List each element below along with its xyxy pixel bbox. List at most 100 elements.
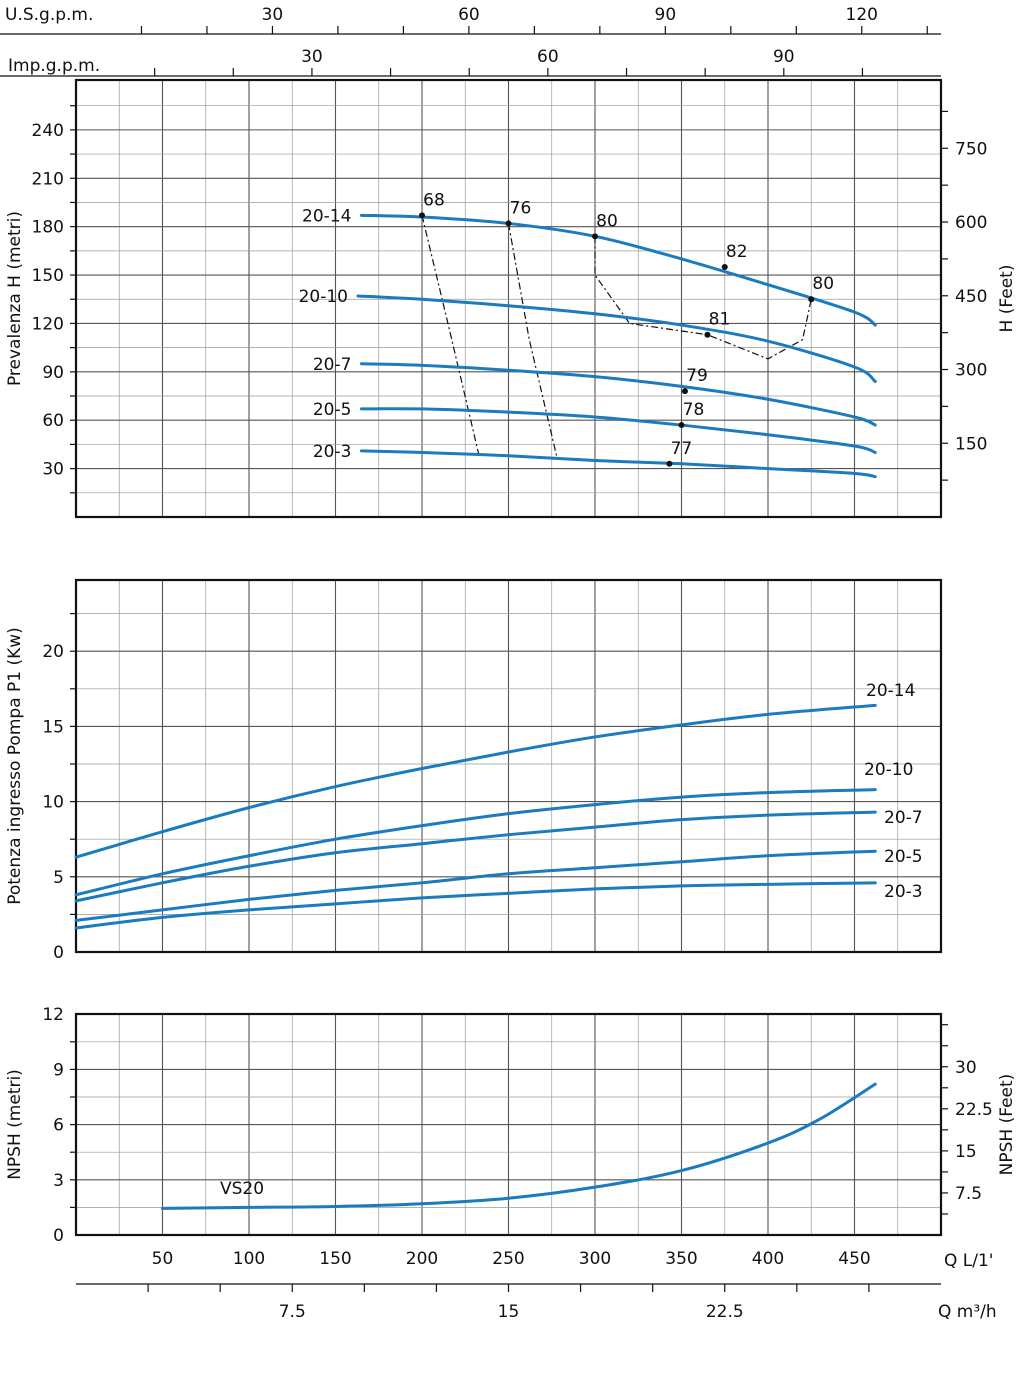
- y2-tick-label: 300: [955, 361, 987, 381]
- x-tick-label: 350: [665, 1249, 697, 1269]
- series-label: 20-7: [884, 808, 923, 828]
- head-curve-20-5: [359, 407, 877, 454]
- y2-tick-label: 15: [955, 1142, 977, 1162]
- efficiency-point: [505, 220, 512, 227]
- y-tick-label: 5: [53, 868, 64, 888]
- y-tick-label: 12: [42, 1005, 64, 1025]
- efficiency-point: [704, 331, 711, 338]
- y2-tick-label: 22.5: [955, 1100, 993, 1120]
- series-label: 20-5: [313, 400, 352, 420]
- usgpm-tick-label: 30: [262, 5, 284, 25]
- grid: [70, 80, 941, 517]
- iso-efficiency-line: [507, 223, 558, 458]
- grid: [70, 580, 941, 952]
- efficiency-point: [592, 233, 598, 240]
- x-tick-label: 250: [492, 1249, 524, 1269]
- y-axis-label: NPSH (metri): [5, 1069, 25, 1180]
- npsh-chart: 0 3 6 9 12 NPSH (metri) 7.5 15 22.5 30 NPSH (Feet)…: [5, 1005, 1017, 1246]
- y-tick-label: 90: [42, 363, 64, 383]
- x-tick-label: 50: [152, 1249, 174, 1269]
- y2-tick-label: 750: [955, 139, 987, 159]
- x2-tick-label: 7.5: [279, 1302, 306, 1322]
- x-tick-label: 400: [752, 1249, 784, 1269]
- x-tick-label: 100: [233, 1249, 265, 1269]
- usgpm-tick-label: 60: [458, 5, 480, 25]
- y-tick-label: 210: [32, 169, 64, 189]
- usgpm-axis-label: U.S.g.p.m.: [5, 5, 93, 25]
- iso-efficiency-line: [421, 215, 480, 456]
- y2-axis-label: NPSH (Feet): [997, 1074, 1017, 1176]
- y2-tick-label: 450: [955, 287, 987, 307]
- series-label: 20-14: [866, 681, 915, 701]
- series-label: 20-10: [299, 287, 348, 307]
- power-curve-20-5: [74, 849, 877, 922]
- x-tick-label: 300: [579, 1249, 611, 1269]
- y-tick-label: 180: [32, 218, 64, 238]
- y-axis-label: Potenza ingresso Pompa P1 (Kw): [5, 627, 25, 905]
- y-tick-label: 10: [42, 793, 64, 813]
- plot-frame: [74, 1012, 943, 1237]
- iso-efficiency-line: [594, 236, 812, 360]
- series-label: 20-10: [864, 760, 913, 780]
- power-curve-20-10: [74, 788, 877, 897]
- y-tick-label: 60: [42, 411, 64, 431]
- efficiency-label: 80: [596, 211, 618, 231]
- impgpm-tick-label: 60: [537, 47, 559, 67]
- x-tick-label: 200: [406, 1249, 438, 1269]
- power-curve-20-3: [74, 881, 877, 930]
- impgpm-axis-label: Imp.g.p.m.: [8, 56, 100, 76]
- head-curve-20-7: [359, 362, 877, 427]
- power-curve-20-14: [74, 703, 877, 859]
- x2-tick-label: 22.5: [706, 1302, 744, 1322]
- x2-axis-label: Q m³/h: [938, 1302, 997, 1322]
- y2-tick-label: 30: [955, 1058, 977, 1078]
- efficiency-point: [678, 422, 685, 429]
- x-axis-label: Q L/1': [944, 1251, 993, 1271]
- head-curve-20-14: [359, 213, 877, 327]
- y-tick-label: 150: [32, 266, 64, 286]
- y-tick-label: 0: [53, 1226, 64, 1246]
- head-chart: 30 60 90 120 150 180 210 240 Prevalenza H (metri…: [5, 78, 1017, 519]
- y-tick-label: 3: [53, 1171, 64, 1191]
- efficiency-label: 80: [812, 274, 834, 294]
- y2-tick-label: 600: [955, 213, 987, 233]
- efficiency-label: 79: [686, 366, 708, 386]
- x-tick-label: 150: [319, 1249, 351, 1269]
- head-curve-20-3: [359, 449, 877, 479]
- y-axis-label: Prevalenza H (metri): [5, 211, 25, 386]
- y-tick-label: 9: [53, 1060, 64, 1080]
- y-tick-label: 15: [42, 717, 64, 737]
- series-label: 20-14: [302, 206, 351, 226]
- plot-frame: [74, 578, 943, 954]
- usgpm-tick-label: 90: [655, 5, 677, 25]
- efficiency-label: 77: [671, 439, 693, 459]
- efficiency-point: [721, 263, 728, 270]
- efficiency-point: [681, 388, 688, 395]
- y-tick-label: 0: [53, 943, 64, 963]
- y-tick-label: 6: [53, 1116, 64, 1136]
- y2-tick-label: 150: [955, 434, 987, 454]
- series-label: 20-7: [313, 355, 352, 375]
- x-tick-label: 450: [838, 1249, 870, 1269]
- plot-frame: [74, 78, 943, 519]
- y-tick-label: 30: [42, 460, 64, 480]
- efficiency-point: [419, 212, 425, 219]
- usgpm-tick-label: 120: [846, 5, 878, 25]
- y-tick-label: 240: [32, 121, 64, 141]
- series-label: 20-3: [313, 442, 352, 462]
- efficiency-point: [666, 460, 673, 467]
- impgpm-tick-label: 30: [301, 47, 323, 67]
- power-curve-20-7: [74, 810, 877, 903]
- efficiency-label: 76: [510, 198, 532, 218]
- y-tick-label: 20: [42, 642, 64, 662]
- efficiency-label: 68: [423, 190, 445, 210]
- efficiency-label: 78: [683, 400, 705, 420]
- efficiency-point: [808, 296, 815, 303]
- top-axes: U.S.g.p.m. Imp.g.p.m. 30 60 90 120 30 60 90: [0, 5, 941, 77]
- power-chart: 0 5 10 15 20 Potenza ingresso Pompa P1 (Kw) 20…: [5, 578, 943, 963]
- series-label: 20-5: [884, 847, 923, 867]
- npsh-curve-VS20: [161, 1082, 877, 1210]
- efficiency-label: 82: [726, 242, 748, 262]
- series-label: 20-3: [884, 882, 923, 902]
